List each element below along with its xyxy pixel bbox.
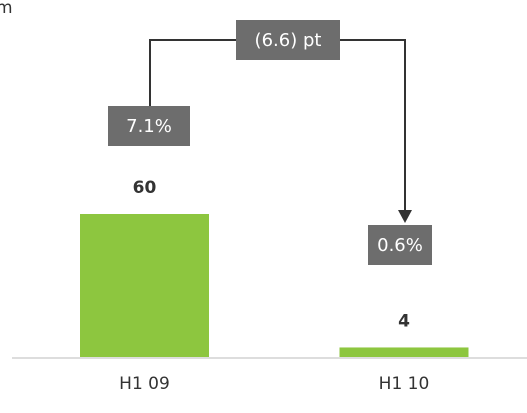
change-label: (6.6) pt xyxy=(255,30,322,51)
value-label: 60 xyxy=(133,178,157,198)
margin-box xyxy=(108,106,190,146)
x-tick-label: H1 09 xyxy=(119,374,170,394)
x-tick-label: H1 10 xyxy=(379,374,430,394)
connector xyxy=(149,39,236,106)
arrow-head xyxy=(398,210,412,223)
margin-label: 7.1% xyxy=(126,116,172,137)
value-label: 4 xyxy=(398,311,410,331)
bar xyxy=(80,214,209,357)
bar xyxy=(339,347,469,357)
change-box xyxy=(236,20,340,60)
connector xyxy=(340,39,406,212)
margin-label: 0.6% xyxy=(377,235,423,256)
margin-box xyxy=(368,225,432,265)
unit-label: m xyxy=(0,0,13,18)
